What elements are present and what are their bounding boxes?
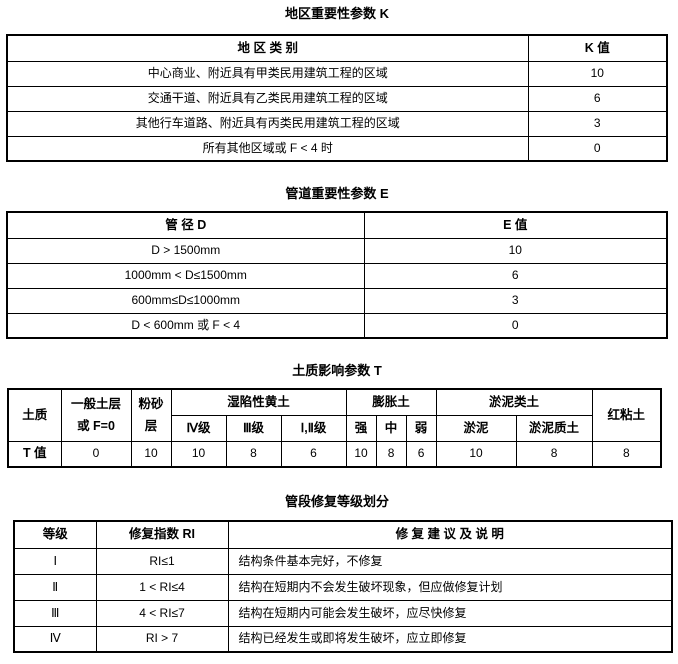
table-row: 600mm≤D≤1000mm 3 [6,287,668,314]
loess-grade4-header: Ⅳ级 [170,414,227,442]
grade-cell: Ⅰ [13,547,97,575]
t-value-cell: 10 [130,440,172,468]
pipe-diameter-cell: 600mm≤D≤1000mm [6,287,365,314]
area-importance-table: 地 区 类 别 K 值 中心商业、附近具有甲类民用建筑工程的区域 10 交通干道… [6,34,668,162]
repair-advice-cell: 结构在短期内不会发生破坏现象，但应做修复计划 [227,573,673,601]
pipe-diameter-cell: D < 600mm 或 F < 4 [6,312,365,339]
general-soil-header: 一般土层 或 F=0 [60,388,132,442]
area-category-header: 地 区 类 别 [6,34,529,62]
header-row: 地 区 类 别 K 值 [6,34,668,62]
pipe-importance-table: 管 径 D E 值 D > 1500mm 10 1000mm < D≤1500m… [6,211,668,339]
header-row-sub: Ⅳ级 Ⅲ级 Ⅰ,Ⅱ级 强 中 弱 淤泥 淤泥质土 [8,414,661,442]
area-category-cell: 中心商业、附近具有甲类民用建筑工程的区域 [6,60,529,87]
table-row: 所有其他区域或 F < 4 时 0 [6,135,668,162]
area-importance-title: 地区重要性参数 K [284,6,389,21]
e-value-cell: 10 [363,237,668,264]
grade-header: 等级 [13,520,97,549]
document-page: 地区重要性参数 K 地 区 类 别 K 值 中心商业、附近具有甲类民用建筑工程的… [6,6,673,653]
t-value-row-label: T 值 [7,440,62,468]
grade-cell: Ⅲ [13,599,97,627]
table-row: Ⅲ 4 < RI≤7 结构在短期内可能会发生破坏，应尽快修复 [13,599,673,627]
loess-grade12-header: Ⅰ,Ⅱ级 [280,414,347,442]
table-row: Ⅳ RI > 7 结构已经发生或即将发生破坏，应立即修复 [13,625,673,653]
header-row-top: 土质 一般土层 或 F=0 粉砂 层 湿陷性黄土 膨胀土 淤泥类土 红粘土 [7,388,662,442]
soil-influence-table: 土质 一般土层 或 F=0 粉砂 层 湿陷性黄土 膨胀土 淤泥类土 红粘土 Ⅳ级… [7,388,663,468]
repair-index-cell: 4 < RI≤7 [95,599,229,627]
pipe-diameter-cell: 1000mm < D≤1500mm [6,262,365,289]
t-value-cell: 0 [60,440,132,468]
e-value-cell: 0 [363,312,668,339]
loess-grade3-header: Ⅲ级 [225,414,282,442]
k-value-cell: 6 [527,85,668,112]
e-value-cell: 3 [363,287,668,314]
repair-advice-cell: 结构已经发生或即将发生破坏，应立即修复 [227,625,673,653]
repair-index-header: 修复指数 RI [95,520,229,549]
e-value-header: E 值 [363,211,668,239]
expansive-weak-header: 弱 [405,414,437,442]
repair-advice-cell: 结构条件基本完好，不修复 [227,547,673,575]
table-row: 交通干道、附近具有乙类民用建筑工程的区域 6 [6,85,668,112]
k-value-cell: 0 [527,135,668,162]
repair-index-cell: 1 < RI≤4 [95,573,229,601]
t-value-cell: 10 [435,440,517,468]
t-value-cell: 6 [405,440,437,468]
header-row: 等级 修复指数 RI 修 复 建 议 及 说 明 [13,520,673,549]
repair-grade-table: 等级 修复指数 RI 修 复 建 议 及 说 明 Ⅰ RI≤1 结构条件基本完好… [13,520,673,653]
expansive-strong-header: 强 [345,414,377,442]
header-row: 管 径 D E 值 [6,211,668,239]
soil-type-corner-header: 土质 [7,388,62,442]
grade-cell: Ⅱ [13,573,97,601]
t-value-cell: 10 [170,440,227,468]
t-value-cell: 8 [591,440,662,468]
repair-index-cell: RI > 7 [95,625,229,653]
pipe-importance-title: 管道重要性参数 E [285,186,389,201]
t-value-cell: 6 [280,440,347,468]
repair-grade-title: 管段修复等级划分 [284,494,389,509]
k-value-cell: 3 [527,110,668,137]
expansive-medium-header: 中 [375,414,407,442]
table-row: 1000mm < D≤1500mm 6 [6,262,668,289]
t-value-cell: 8 [375,440,407,468]
expansive-group-header: 膨胀土 [345,388,437,416]
table-row: D > 1500mm 10 [6,237,668,264]
table-row: Ⅱ 1 < RI≤4 结构在短期内不会发生破坏现象，但应做修复计划 [13,573,673,601]
e-value-cell: 6 [363,262,668,289]
area-category-cell: 交通干道、附近具有乙类民用建筑工程的区域 [6,85,529,112]
repair-advice-header: 修 复 建 议 及 说 明 [227,520,673,549]
pipe-diameter-header: 管 径 D [6,211,365,239]
table-row: 中心商业、附近具有甲类民用建筑工程的区域 10 [6,60,668,87]
table-row: D < 600mm 或 F < 4 0 [6,312,668,339]
red-clay-header: 红粘土 [591,388,662,442]
muck-header: 淤泥 [435,414,517,442]
area-category-cell: 所有其他区域或 F < 4 时 [6,135,529,162]
silt-sand-header: 粉砂 层 [130,388,172,442]
t-value-cell: 8 [225,440,282,468]
soil-influence-title: 土质影响参数 T [292,363,382,378]
t-value-cell: 10 [345,440,377,468]
repair-index-cell: RI≤1 [95,547,229,575]
loess-group-header: 湿陷性黄土 [170,388,347,416]
area-category-cell: 其他行车道路、附近具有丙类民用建筑工程的区域 [6,110,529,137]
table-row: Ⅰ RI≤1 结构条件基本完好，不修复 [13,547,673,575]
k-value-header: K 值 [527,34,668,62]
t-value-row: T 值 0 10 10 8 6 10 8 6 10 8 8 [7,440,662,468]
repair-advice-cell: 结构在短期内可能会发生破坏，应尽快修复 [227,599,673,627]
muck-group-header: 淤泥类土 [435,388,593,416]
grade-cell: Ⅳ [13,625,97,653]
table-row: 其他行车道路、附近具有丙类民用建筑工程的区域 3 [6,110,668,137]
mucky-soil-header: 淤泥质土 [515,414,593,442]
k-value-cell: 10 [527,60,668,87]
pipe-diameter-cell: D > 1500mm [6,237,365,264]
t-value-cell: 8 [515,440,593,468]
